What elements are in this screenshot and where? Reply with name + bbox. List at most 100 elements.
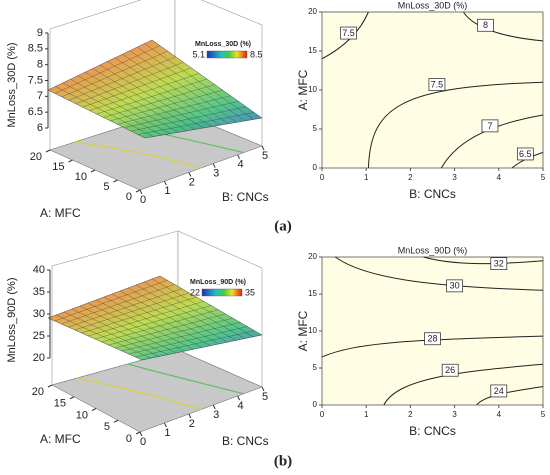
contour-line: [383, 363, 544, 406]
b-axis-label: B: CNCs: [222, 190, 269, 204]
contour-label: 7.5: [342, 28, 355, 38]
surface-mesh: [131, 106, 247, 132]
x-axis-label: B: CNCs: [409, 424, 456, 438]
contour-label-box: [490, 257, 508, 271]
b-tick-label: 0: [140, 194, 146, 206]
a-tick: [135, 189, 141, 193]
y-tick-label: 15: [308, 289, 317, 298]
contour-label: 7.5: [431, 79, 444, 89]
surface-mesh: [110, 89, 223, 122]
a-tick-label: 20: [32, 386, 44, 398]
floor-contour: [77, 377, 202, 411]
a-tick: [45, 149, 51, 153]
x-tick-label: 0: [320, 173, 325, 182]
y-tick-label: 20: [308, 252, 317, 261]
a-tick-label: 20: [30, 151, 42, 163]
surface-mesh: [115, 317, 233, 349]
colorbar-max: 35: [245, 287, 255, 297]
contour-line: [423, 256, 544, 265]
floor-contour: [127, 363, 244, 395]
contour-label: 26: [445, 365, 455, 375]
surface-mesh: [137, 47, 246, 121]
z-tick-label: 8: [37, 59, 43, 71]
plot-area: [321, 256, 544, 406]
contour-label-box: [428, 78, 446, 91]
surface-mesh: [143, 281, 245, 339]
y-tick-label: 5: [313, 363, 318, 372]
x-tick-label: 1: [364, 173, 369, 182]
y-axis-label: A: MFC: [296, 69, 310, 110]
b-tick: [212, 163, 216, 168]
contour-label-box: [424, 332, 441, 346]
surface-mesh: [101, 309, 219, 343]
b-tick: [163, 422, 167, 428]
panel-caption: (a): [274, 218, 292, 234]
z-tick-label: 25: [33, 330, 45, 342]
b-tick: [261, 386, 265, 392]
z-tick-label: 6: [37, 122, 43, 134]
x-tick-label: 1: [364, 410, 369, 419]
surface-mesh: [122, 54, 229, 124]
a-tick: [69, 396, 75, 400]
contour-label: 6.5: [519, 149, 532, 159]
a-tick: [90, 169, 96, 173]
b-tick-label: 2: [189, 176, 195, 188]
b-tick: [139, 431, 143, 437]
x-tick-label: 5: [541, 410, 546, 419]
b-tick-label: 4: [238, 400, 244, 412]
panel-caption: (b): [274, 453, 292, 469]
a-tick: [68, 159, 73, 163]
y-tick-label: 0: [313, 400, 318, 409]
surface-mesh: [107, 61, 212, 127]
colorbar: [206, 50, 248, 59]
surface-mesh: [128, 326, 248, 355]
b-tick-label: 3: [213, 168, 219, 180]
b-tick: [237, 154, 241, 160]
z-tick-label: 40: [33, 264, 45, 276]
b-tick: [188, 413, 192, 419]
b-axis-label: B: CNCs: [222, 434, 269, 448]
contour-line: [440, 114, 544, 169]
z-tick-label: 35: [33, 286, 45, 298]
z-axis-label: MnLoss_30D (%): [6, 43, 18, 128]
a-tick-label: 10: [76, 409, 88, 421]
x-tick-label: 0: [320, 410, 325, 419]
y-tick-label: 10: [308, 85, 317, 94]
y-tick-label: 0: [313, 163, 318, 172]
a-tick-label: 15: [52, 161, 64, 173]
surface-mesh: [103, 84, 215, 118]
legend-title: MnLoss_30D (%): [195, 41, 251, 48]
z-tick-label: 6.5: [28, 106, 43, 118]
chart-title: MnLoss_30D (%): [398, 0, 468, 10]
surface-mesh: [108, 313, 226, 346]
z-tick-label: 7: [37, 90, 43, 102]
contour-line: [334, 256, 544, 291]
contour-label: 24: [494, 386, 504, 396]
a-tick-label: 5: [103, 181, 109, 193]
surface-mesh: [151, 278, 254, 337]
z-tick-label: 20: [33, 352, 45, 364]
surface-mesh: [138, 112, 255, 135]
chart-title: MnLoss_90D (%): [398, 245, 468, 255]
surface-mesh: [127, 287, 228, 343]
surface-mesh: [135, 330, 255, 358]
b-tick-label: 3: [213, 409, 219, 421]
z-axis-label: MnLoss_90D (%): [6, 278, 18, 363]
colorbar-max: 8.5: [250, 49, 263, 59]
b-tick: [163, 180, 167, 186]
a-tick-label: 0: [126, 433, 132, 445]
z-tick-label: 7.5: [28, 74, 43, 86]
colorbar-min: 5.1: [192, 49, 205, 59]
surface-mesh: [129, 50, 238, 123]
contour-label: 32: [494, 259, 504, 269]
b-tick-label: 4: [238, 159, 244, 171]
contour-label: 8: [483, 20, 488, 30]
x-tick-label: 2: [408, 173, 413, 182]
legend-title: MnLoss_90D (%): [190, 279, 246, 286]
colorbar: [201, 288, 243, 297]
x-tick-label: 2: [408, 410, 413, 419]
contour-label: 7: [487, 121, 492, 131]
surface-mesh: [114, 57, 221, 126]
contour-label-box: [340, 26, 357, 40]
